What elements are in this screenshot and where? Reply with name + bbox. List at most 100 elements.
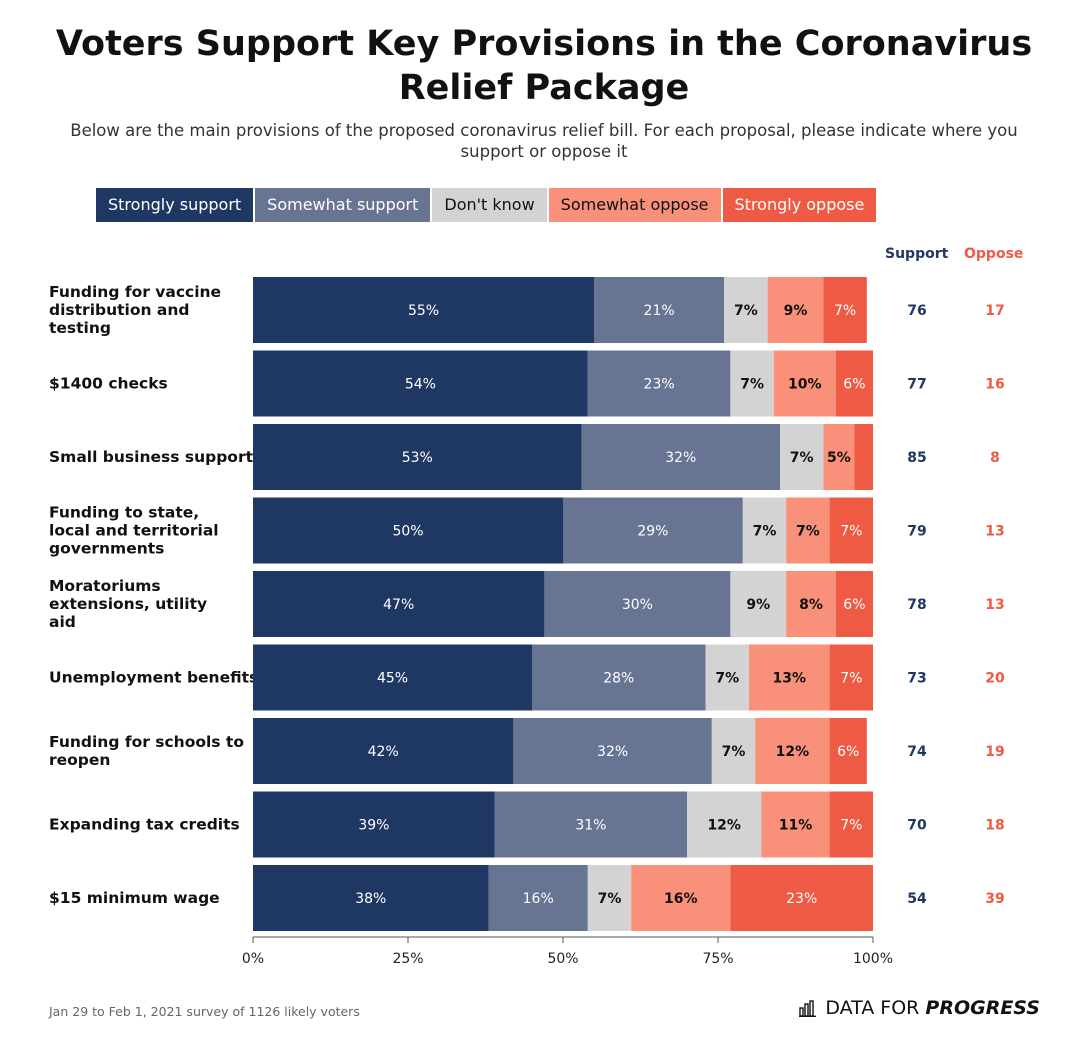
bar-value-label: 7%	[796, 524, 820, 540]
bar-value-label: 42%	[368, 744, 399, 760]
bar-value-label: 53%	[402, 450, 433, 466]
bar-value-label: 7%	[715, 671, 739, 687]
bar-segment	[829, 644, 873, 711]
bar-value-label: 6%	[843, 377, 865, 393]
bar-value-label: 45%	[377, 671, 408, 687]
bar-value-label: 7%	[722, 744, 746, 760]
bar-value-label: 50%	[392, 524, 423, 540]
bar-value-label: 7%	[840, 818, 862, 834]
x-tick-label: 75%	[702, 951, 733, 967]
bar-segment	[631, 865, 731, 931]
bar-segment	[532, 644, 706, 711]
oppose-total: 20	[985, 671, 1005, 687]
bar-value-label: 11%	[779, 818, 813, 834]
bar-value-label: 8%	[799, 597, 823, 613]
bar-value-label: 16%	[664, 891, 698, 907]
bar-segment	[711, 718, 756, 784]
bar-segment	[823, 277, 867, 343]
bar-value-label: 31%	[575, 818, 606, 834]
chart-title: Voters Support Key Provisions in the Cor…	[55, 24, 1033, 108]
support-column-header: Support	[885, 246, 949, 262]
bar-segment	[835, 571, 873, 637]
bar-segment	[730, 350, 774, 417]
bar-segment	[742, 497, 787, 564]
bar-segment	[730, 865, 873, 931]
bar-value-label: 7%	[840, 671, 862, 687]
bar-segment	[773, 350, 836, 417]
bar-value-label: 7%	[790, 450, 814, 466]
support-total: 70	[907, 818, 927, 834]
bar-segment	[594, 277, 725, 343]
oppose-total: 19	[985, 744, 1004, 760]
oppose-total: 8	[990, 450, 1000, 466]
bar-segment	[253, 350, 588, 417]
bar-value-label: 16%	[523, 891, 554, 907]
bar-segment	[544, 571, 731, 637]
bar-value-label: 7%	[598, 891, 622, 907]
bar-segment	[563, 497, 743, 564]
bar-segment	[730, 571, 787, 637]
bar-value-label: 23%	[644, 377, 675, 393]
bar-value-label: 28%	[603, 671, 634, 687]
support-total: 54	[907, 891, 927, 907]
bar-segment	[749, 644, 830, 711]
bar-segment	[581, 424, 780, 490]
chart-subtitle: Below are the main provisions of the pro…	[70, 121, 1018, 161]
category-label: Small business support	[49, 448, 254, 466]
bar-value-label: 7%	[834, 303, 856, 319]
bar-segment	[829, 791, 873, 858]
logo-prefix-text: DATA FOR	[825, 997, 920, 1019]
bar-value-label: 47%	[383, 597, 414, 613]
bar-value-label: 32%	[597, 744, 628, 760]
oppose-total: 16	[985, 377, 1004, 393]
oppose-total: 13	[985, 597, 1004, 613]
bar-value-label: 7%	[840, 524, 862, 540]
support-total: 76	[907, 303, 926, 319]
oppose-column-header: Oppose	[964, 246, 1024, 262]
bar-value-label: 38%	[355, 891, 386, 907]
category-label: Funding for schools to reopen	[49, 733, 244, 769]
category-label: Moratoriums extensions, utility aid	[49, 577, 207, 631]
support-total: 79	[907, 524, 926, 540]
bar-segment	[253, 571, 545, 637]
support-total: 85	[907, 450, 926, 466]
bar-segment	[687, 791, 762, 858]
x-tick-label: 100%	[853, 951, 893, 967]
bar-value-label: 39%	[358, 818, 389, 834]
bar-value-label: 10%	[788, 377, 822, 393]
bar-segment	[513, 718, 712, 784]
category-label: $1400 checks	[49, 375, 168, 393]
bar-value-label: 29%	[637, 524, 668, 540]
x-tick-label: 0%	[242, 951, 264, 967]
bar-value-label: 21%	[644, 303, 675, 319]
bar-segment	[587, 350, 731, 417]
category-label: $15 minimum wage	[49, 889, 220, 907]
bar-segment	[786, 497, 830, 564]
bar-value-label: 6%	[843, 597, 865, 613]
category-label: Funding to state, local and territorial go…	[49, 504, 219, 558]
bar-chart-logo-icon	[799, 1000, 817, 1017]
bar-segment	[786, 571, 836, 637]
bar-value-label: 6%	[837, 744, 859, 760]
support-total: 74	[907, 744, 927, 760]
bar-segment	[253, 865, 489, 931]
category-label: Expanding tax credits	[49, 816, 240, 834]
oppose-total: 18	[985, 818, 1004, 834]
bar-segment	[494, 791, 687, 858]
legend-item-strongly-support: Strongly support	[96, 188, 254, 222]
category-label: Unemployment benefits	[49, 669, 258, 687]
bar-segment	[755, 718, 830, 784]
bar-segment	[587, 865, 632, 931]
x-tick-label: 50%	[547, 951, 578, 967]
data-for-progress-logo: DATA FOR PROGRESS	[799, 997, 1040, 1019]
bar-value-label: 12%	[776, 744, 810, 760]
bar-value-label: 9%	[746, 597, 770, 613]
bar-segment	[780, 424, 824, 490]
bar-value-label: 7%	[753, 524, 777, 540]
bar-segment	[829, 497, 873, 564]
oppose-total: 13	[985, 524, 1004, 540]
support-total: 78	[907, 597, 926, 613]
bar-value-label: 7%	[740, 377, 764, 393]
bar-value-label: 7%	[734, 303, 758, 319]
bar-segment	[253, 644, 532, 711]
